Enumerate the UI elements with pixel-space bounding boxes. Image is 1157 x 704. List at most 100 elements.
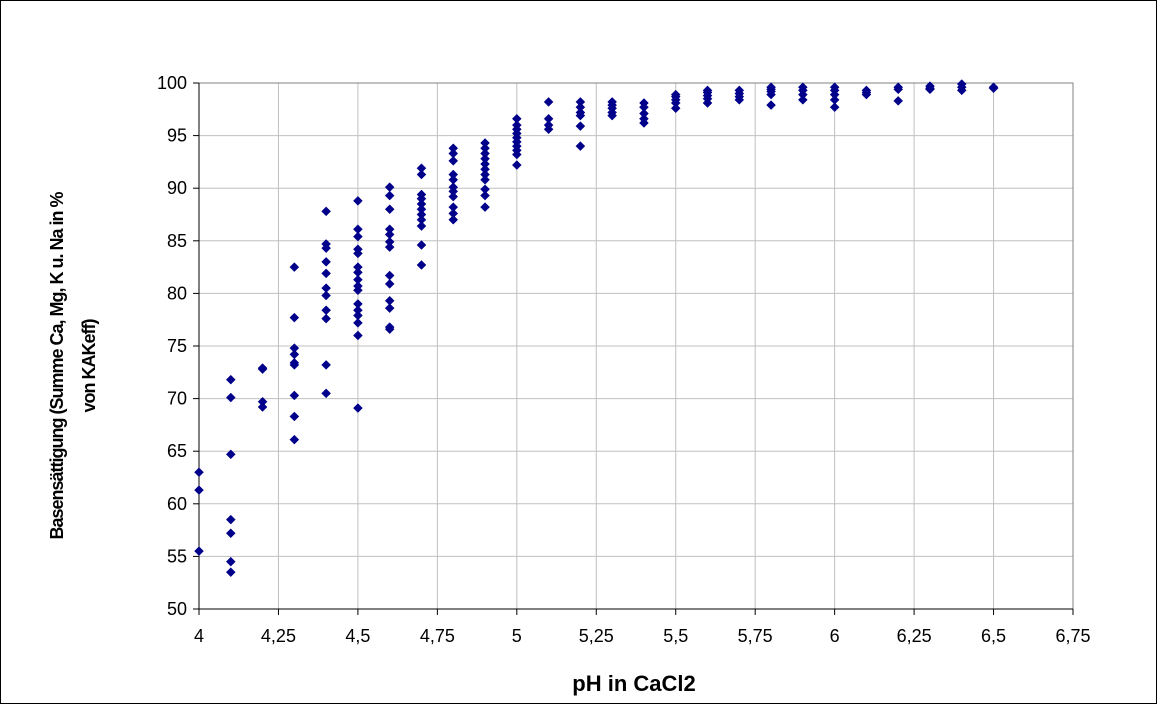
data-point xyxy=(384,279,395,289)
data-point xyxy=(353,231,363,242)
data-point xyxy=(225,567,236,578)
data-point xyxy=(829,102,840,113)
data-point xyxy=(321,305,331,316)
x-axis-title: pH in CaCl2 xyxy=(572,671,695,696)
data-point xyxy=(353,195,363,206)
data-point xyxy=(543,97,554,107)
data-point xyxy=(861,89,872,100)
y-tick-label: 70 xyxy=(167,389,187,409)
data-point xyxy=(702,98,713,108)
x-tick-label: 6,75 xyxy=(1055,626,1090,646)
axes xyxy=(193,82,1074,615)
x-tick-label: 4,75 xyxy=(420,626,455,646)
data-point xyxy=(384,242,395,252)
data-point xyxy=(384,204,395,215)
x-tick-label: 4,25 xyxy=(261,626,296,646)
data-point xyxy=(289,360,300,370)
data-point xyxy=(384,190,395,201)
data-point xyxy=(321,268,331,279)
y-tick-label: 50 xyxy=(167,599,187,619)
data-point xyxy=(225,392,236,403)
data-point xyxy=(353,285,363,296)
data-point xyxy=(543,124,554,135)
data-point xyxy=(225,449,236,460)
data-point xyxy=(448,214,459,225)
data-point xyxy=(353,330,363,341)
x-tick-label: 4,5 xyxy=(345,626,370,646)
data-point xyxy=(289,312,300,323)
x-tick-label: 4 xyxy=(194,626,204,646)
data-point xyxy=(734,94,745,105)
x-tick-label: 5,25 xyxy=(579,626,614,646)
data-point xyxy=(448,155,459,166)
data-point xyxy=(353,248,363,259)
data-point xyxy=(956,85,967,96)
data-point xyxy=(798,94,808,105)
data-point xyxy=(289,349,300,360)
y-tick-label: 60 xyxy=(167,494,187,514)
y-tick-label: 100 xyxy=(157,73,187,93)
data-point xyxy=(384,270,395,281)
data-point xyxy=(257,402,268,412)
y-tick-label: 65 xyxy=(167,441,187,461)
y-tick-labels: 50 55 60 65 70 75 80 85 90 95 100 xyxy=(157,73,187,619)
data-point xyxy=(384,182,395,193)
data-point xyxy=(384,324,395,335)
data-point xyxy=(575,110,586,121)
y-axis-title-line2: von KAKeff) xyxy=(79,319,99,413)
data-point xyxy=(511,160,522,170)
data-point xyxy=(289,390,300,401)
data-point xyxy=(480,174,490,185)
data-point xyxy=(194,485,204,495)
y-tick-label: 85 xyxy=(167,231,187,251)
data-point xyxy=(353,403,363,413)
data-point xyxy=(416,169,427,180)
data-point xyxy=(321,256,331,267)
x-tick-labels: 4 4,25 4,5 4,75 5 5,25 5,5 5,75 6 6,25 6,5 6,75 xyxy=(194,626,1091,646)
data-point xyxy=(448,191,459,202)
data-point xyxy=(766,100,776,110)
x-tick-label: 5 xyxy=(512,626,522,646)
data-point xyxy=(225,514,236,525)
data-point xyxy=(575,121,586,131)
data-point xyxy=(289,262,300,272)
data-point xyxy=(225,374,236,385)
data-point xyxy=(321,388,331,399)
data-point xyxy=(480,202,490,212)
y-tick-label: 75 xyxy=(167,336,187,356)
data-point xyxy=(321,290,331,301)
data-point xyxy=(225,556,236,567)
data-point xyxy=(988,83,999,94)
y-tick-label: 90 xyxy=(167,178,187,198)
data-point xyxy=(257,364,268,374)
data-point xyxy=(289,411,300,422)
data-point xyxy=(416,260,427,270)
data-point xyxy=(766,89,776,100)
data-point xyxy=(194,467,204,478)
data-point xyxy=(321,206,331,217)
data-point xyxy=(225,528,236,539)
x-tick-label: 6 xyxy=(830,626,840,646)
gridlines xyxy=(199,82,1074,609)
data-point xyxy=(353,318,363,328)
data-point xyxy=(925,84,935,95)
data-point xyxy=(416,240,427,250)
data-point xyxy=(289,434,300,445)
data-point xyxy=(670,103,681,114)
x-tick-label: 5,5 xyxy=(663,626,688,646)
data-point xyxy=(194,546,204,556)
x-tick-label: 6,5 xyxy=(981,626,1006,646)
data-points xyxy=(194,79,999,578)
data-point xyxy=(480,190,490,201)
data-point xyxy=(893,84,904,95)
y-axis-title-line1: Basensättigung (Summe Ca, Mg, K u. Na in… xyxy=(47,191,67,539)
data-point xyxy=(511,149,522,160)
data-point xyxy=(321,243,331,254)
data-point xyxy=(575,141,586,151)
data-point xyxy=(416,221,427,231)
data-point xyxy=(384,303,395,313)
x-tick-label: 5,75 xyxy=(738,626,773,646)
y-tick-label: 80 xyxy=(167,283,187,303)
